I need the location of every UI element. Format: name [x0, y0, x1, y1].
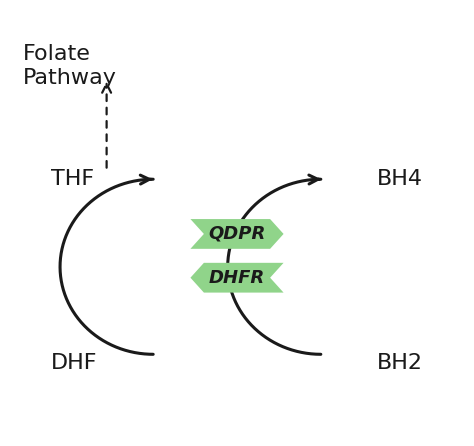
Text: QDPR: QDPR [208, 225, 266, 243]
Polygon shape [191, 219, 283, 249]
Text: Folate
Pathway: Folate Pathway [23, 44, 117, 87]
Text: DHF: DHF [51, 353, 97, 373]
Text: BH2: BH2 [377, 353, 423, 373]
Polygon shape [191, 263, 283, 293]
Text: DHFR: DHFR [209, 268, 265, 287]
Text: THF: THF [51, 169, 94, 189]
Text: BH4: BH4 [377, 169, 423, 189]
